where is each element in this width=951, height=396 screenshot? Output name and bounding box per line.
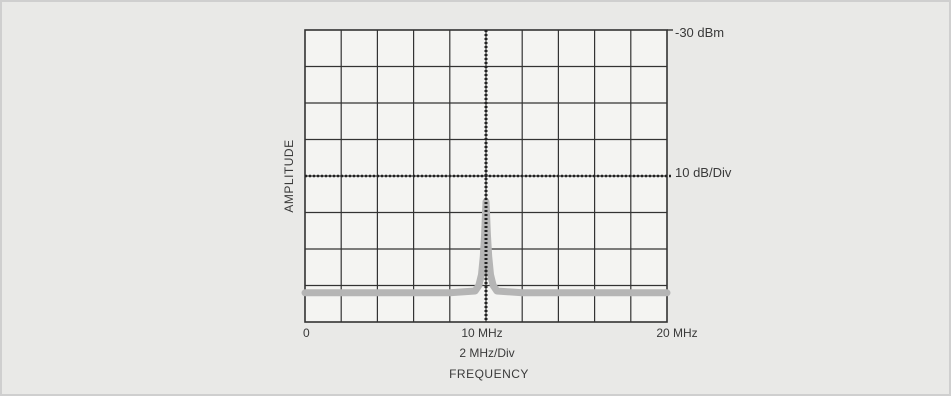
reference-level-label: -30 dBm — [675, 25, 724, 40]
x-tick-label: 10 MHz — [461, 326, 502, 340]
series-layer — [301, 198, 671, 297]
spectrum-trace — [301, 198, 671, 297]
x-axis-label: FREQUENCY — [449, 367, 529, 381]
x-tick-label: 20 MHz — [656, 326, 697, 340]
y-scale-label: 10 dB/Div — [675, 165, 732, 180]
y-axis-label: AMPLITUDE — [282, 139, 296, 212]
x-tick-label: 0 — [303, 326, 310, 340]
center-markers — [305, 29, 673, 322]
x-unit-label: 2 MHz/Div — [459, 346, 514, 360]
x-tick-labels: 0 10 MHz 20 MHz — [303, 326, 698, 340]
